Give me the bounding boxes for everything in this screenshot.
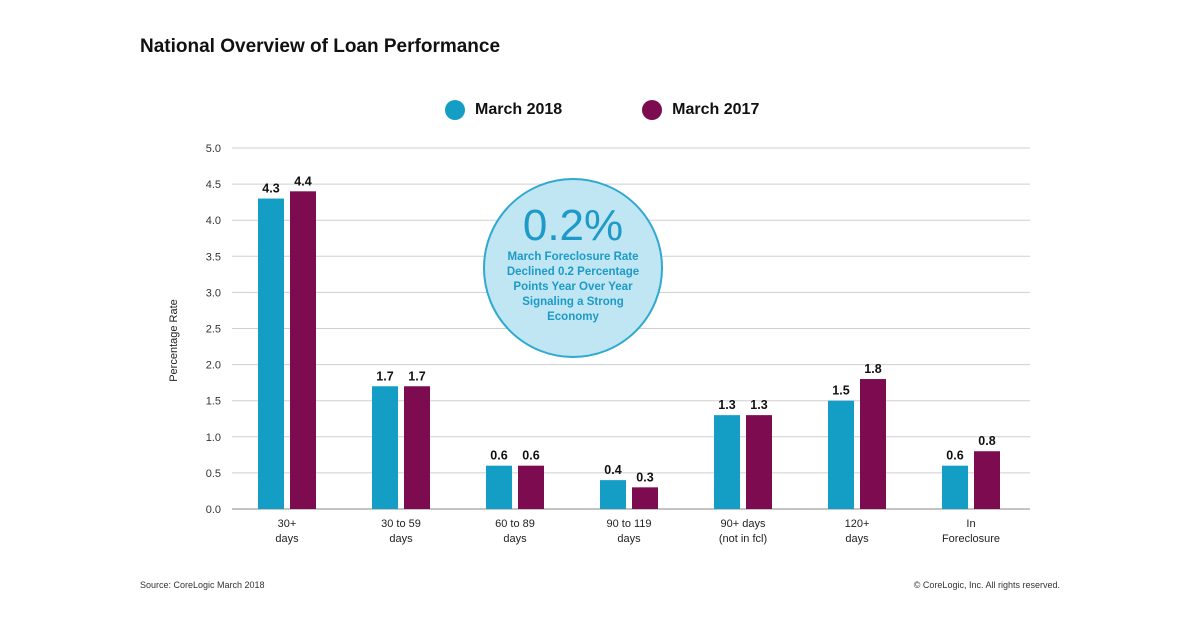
legend-swatch-march-2017 — [642, 100, 663, 120]
callout-circle: 0.2% March Foreclosure Rate Declined 0.2… — [483, 178, 663, 358]
bar — [600, 480, 626, 509]
x-tick-label: 30+ — [278, 518, 297, 530]
legend-item-march-2017: March 2017 — [642, 100, 759, 120]
callout-text: March Foreclosure Rate Declined 0.2 Perc… — [506, 250, 640, 323]
y-tick-label: 4.0 — [206, 215, 221, 227]
y-tick-label: 3.5 — [206, 251, 221, 263]
bar — [372, 386, 398, 509]
x-tick-label: 30 to 59 — [381, 518, 421, 530]
y-tick-label: 1.0 — [206, 432, 221, 444]
y-tick-label: 1.5 — [206, 396, 221, 408]
y-tick-label: 5.0 — [206, 143, 221, 155]
copyright-note: © CoreLogic, Inc. All rights reserved. — [913, 580, 1060, 590]
legend-label-march-2017: March 2017 — [672, 101, 760, 118]
data-label: 0.6 — [522, 449, 539, 463]
data-label: 1.3 — [750, 398, 767, 412]
bar — [258, 198, 284, 510]
bar — [860, 379, 886, 509]
data-label: 0.6 — [490, 449, 507, 463]
data-label: 1.7 — [376, 369, 393, 383]
bar — [828, 400, 854, 509]
y-tick-label: 2.0 — [206, 360, 221, 372]
data-label: 0.4 — [604, 463, 621, 477]
data-label: 1.7 — [408, 369, 425, 383]
data-label: 4.3 — [262, 182, 279, 196]
bar — [404, 386, 430, 509]
bar — [714, 415, 740, 509]
callout-value: 0.2% — [522, 200, 624, 250]
x-tick-label: days — [389, 533, 413, 545]
bar — [632, 487, 658, 509]
legend-item-march-2018: March 2018 — [445, 100, 562, 120]
legend-swatch-march-2018 — [445, 100, 465, 120]
legend: March 2018 March 2017 — [445, 100, 759, 120]
bar — [486, 465, 512, 509]
x-tick-label: 120+ — [845, 518, 870, 530]
bar — [746, 415, 772, 509]
x-tick-label: 60 to 89 — [495, 518, 535, 530]
x-tick-label: Foreclosure — [942, 533, 1000, 545]
y-tick-label: 0.5 — [206, 468, 221, 480]
x-tick-label: 90 to 119 — [606, 518, 651, 530]
data-label: 1.5 — [832, 384, 849, 398]
data-label: 0.6 — [946, 449, 963, 463]
data-label: 4.4 — [294, 174, 311, 188]
data-label: 0.8 — [978, 434, 995, 448]
x-tick-label: days — [845, 533, 869, 545]
y-tick-label: 4.5 — [206, 179, 221, 191]
x-tick-label: In — [966, 518, 975, 530]
y-tick-label: 0.0 — [206, 504, 221, 516]
y-tick-label: 3.0 — [206, 287, 221, 299]
x-tick-label: 90+ days — [721, 518, 766, 530]
x-tick-label: days — [275, 533, 299, 545]
bar — [518, 465, 544, 509]
data-label: 1.3 — [718, 398, 735, 412]
legend-label-march-2018: March 2018 — [475, 101, 563, 118]
x-tick-label: days — [617, 533, 641, 545]
data-label: 1.8 — [864, 362, 881, 376]
y-axis-title: Percentage Rate — [168, 299, 180, 382]
bar — [942, 465, 968, 509]
x-tick-label: days — [503, 533, 527, 545]
bar — [290, 191, 316, 509]
source-note: Source: CoreLogic March 2018 — [140, 580, 265, 590]
chart-title: National Overview of Loan Performance — [140, 36, 501, 57]
bar — [974, 451, 1000, 509]
x-tick-label: (not in fcl) — [719, 533, 767, 545]
y-tick-label: 2.5 — [206, 324, 221, 336]
data-label: 0.3 — [636, 470, 653, 484]
